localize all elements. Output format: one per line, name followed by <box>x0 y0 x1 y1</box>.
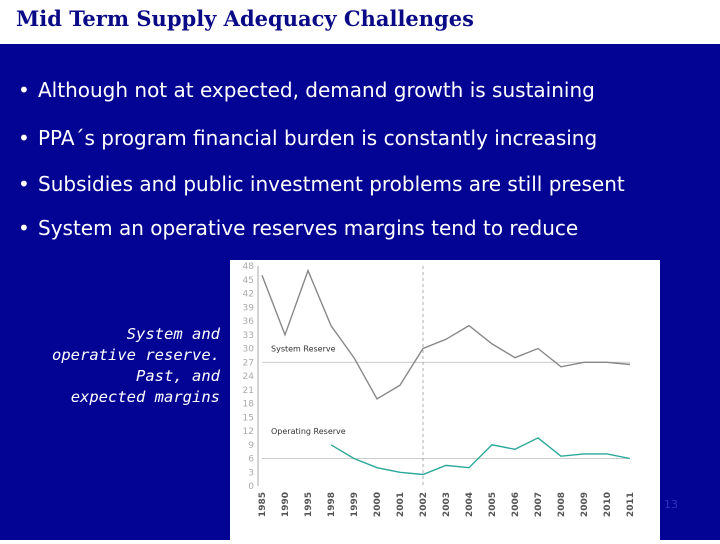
y-tick-label: 45 <box>243 276 254 286</box>
bullet-dot-icon: • <box>18 126 30 150</box>
x-tick-label: 2006 <box>511 492 521 517</box>
caption-line: expected margins <box>70 388 220 406</box>
x-tick-label: 2009 <box>580 492 590 517</box>
series-label: Operating Reserve <box>271 427 346 436</box>
bullet-text: Subsidies and public investment problems… <box>38 172 625 196</box>
series-line <box>261 268 631 400</box>
x-tick-label: 1999 <box>350 492 360 517</box>
bullet-item: • Although not at expected, demand growth… <box>18 78 595 102</box>
x-tick-label: 1995 <box>304 492 314 517</box>
series-line <box>330 437 631 476</box>
x-tick-label: 2010 <box>603 492 613 517</box>
chart-caption: System and operative reserve. Past, and … <box>20 324 220 408</box>
y-tick-label: 0 <box>248 482 254 492</box>
x-tick-label: 2004 <box>465 492 475 517</box>
y-tick-label: 48 <box>243 262 255 272</box>
y-tick-label: 33 <box>243 331 254 341</box>
y-tick-label: 24 <box>243 372 255 382</box>
y-tick-label: 42 <box>243 290 254 300</box>
x-tick-label: 2008 <box>557 492 567 517</box>
y-tick-label: 9 <box>248 441 254 451</box>
bullet-item: • PPA´s program financial burden is const… <box>18 126 597 150</box>
bullet-text: PPA´s program financial burden is consta… <box>38 126 598 150</box>
caption-line: operative reserve. <box>52 346 220 364</box>
y-tick-label: 6 <box>248 455 254 465</box>
caption-line: System and <box>126 325 220 343</box>
y-tick-label: 30 <box>243 345 255 355</box>
page-number: 13 <box>664 498 678 511</box>
bullet-dot-icon: • <box>18 172 30 196</box>
slide-title: Mid Term Supply Adequacy Challenges <box>16 6 474 31</box>
x-tick-label: 1990 <box>281 492 291 517</box>
y-tick-label: 12 <box>243 427 254 437</box>
x-tick-label: 2011 <box>626 492 636 517</box>
y-tick-label: 36 <box>243 317 255 327</box>
reserve-chart: 0 3 6 9 12 15 18 21 24 27 30 33 36 39 42 45 48 1985 1990 19… <box>230 260 660 540</box>
x-tick-label: 2002 <box>419 492 429 517</box>
caption-line: Past, and <box>136 367 220 385</box>
x-tick-label: 2001 <box>396 492 406 517</box>
bullet-item: • Subsidies and public investment problem… <box>18 172 625 196</box>
bullet-text: Although not at expected, demand growth … <box>38 78 595 102</box>
y-tick-label: 3 <box>248 468 254 478</box>
bullet-dot-icon: • <box>18 216 30 240</box>
title-bar: Mid Term Supply Adequacy Challenges <box>0 0 720 44</box>
y-tick-label: 15 <box>243 413 254 423</box>
x-tick-label: 2007 <box>534 492 544 517</box>
x-tick-label: 2003 <box>442 492 452 517</box>
x-tick-label: 2000 <box>373 492 383 517</box>
bullet-item: • System an operative reserves margins te… <box>18 216 578 240</box>
y-tick-label: 27 <box>243 358 254 368</box>
series-label: System Reserve <box>271 345 336 354</box>
bullet-dot-icon: • <box>18 78 30 102</box>
x-tick-label: 1985 <box>258 492 268 517</box>
bullet-text: System an operative reserves margins ten… <box>38 216 579 240</box>
y-tick-label: 21 <box>243 386 254 396</box>
x-tick-label: 2005 <box>488 492 498 517</box>
y-tick-label: 18 <box>243 400 255 410</box>
y-tick-label: 39 <box>243 303 255 313</box>
x-tick-label: 1998 <box>327 492 337 517</box>
